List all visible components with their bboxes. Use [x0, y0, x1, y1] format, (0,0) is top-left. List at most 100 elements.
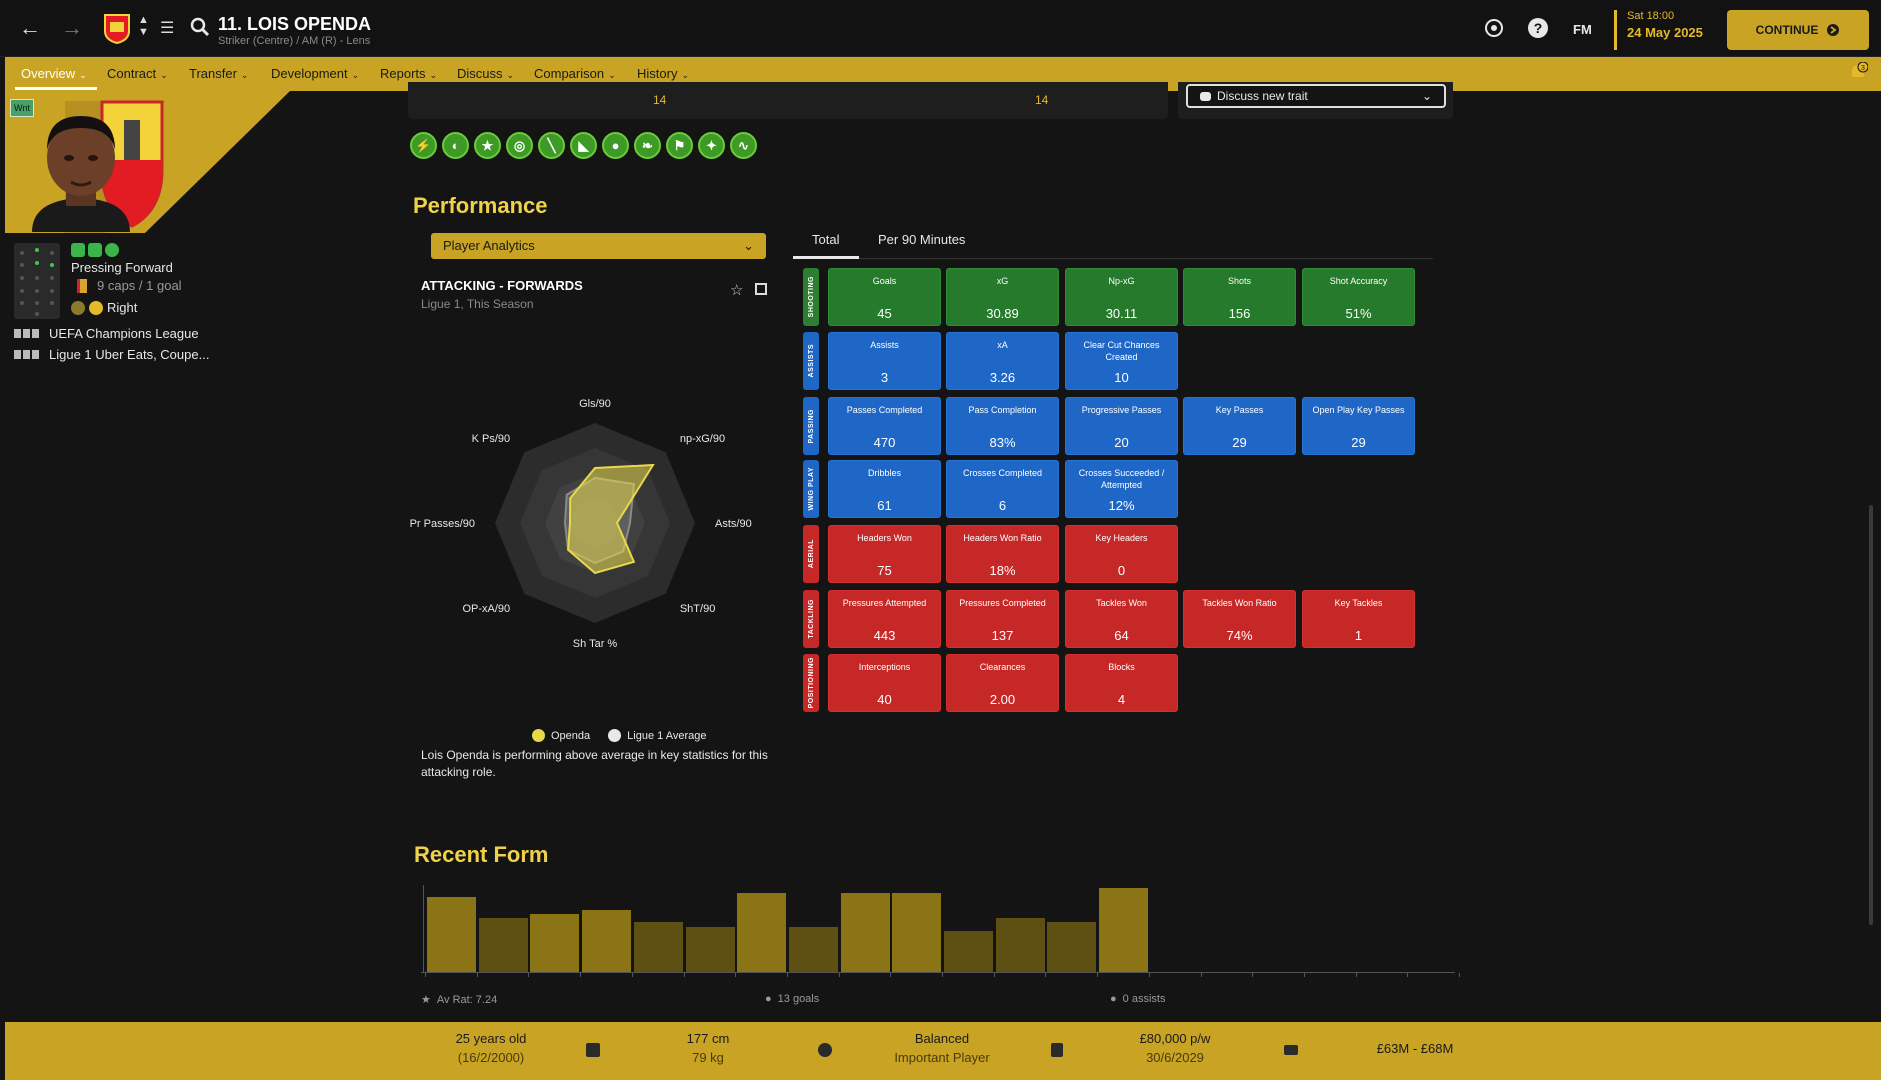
dribble-icon[interactable]: ◐ — [442, 132, 469, 159]
stat-tile[interactable]: Pressures Completed 137 — [946, 590, 1059, 648]
radar-axis-label: Pr Passes/90 — [410, 518, 475, 530]
stat-tile[interactable]: Pressures Attempted 443 — [828, 590, 941, 648]
stat-tile[interactable]: Clearances 2.00 — [946, 654, 1059, 712]
star-icon[interactable]: ★ — [474, 132, 501, 159]
analytics-dropdown[interactable]: Player Analytics ⌄ — [431, 233, 766, 259]
lightning-icon[interactable]: ⚡ — [410, 132, 437, 159]
player-role[interactable]: Pressing Forward — [71, 260, 173, 275]
form-bar[interactable] — [995, 918, 1045, 973]
stat-tile[interactable]: Open Play Key Passes 29 — [1302, 397, 1415, 455]
notification-icon[interactable]: 3 — [1848, 62, 1868, 82]
form-chart — [421, 880, 1460, 977]
category-label: PASSING — [803, 397, 819, 455]
tab-overview[interactable]: Overview ⌄ — [21, 66, 87, 81]
form-bar[interactable] — [944, 930, 993, 973]
forward-arrow-icon[interactable]: → — [61, 15, 83, 40]
stat-label: Clear Cut Chances Created — [1083, 340, 1160, 362]
stat-tile[interactable]: Crosses Succeeded / Attempted 12% — [1065, 460, 1178, 518]
stat-tile[interactable]: Passes Completed 470 — [828, 397, 941, 455]
stat-tile[interactable]: Shots 156 — [1183, 268, 1296, 326]
help-icon[interactable]: ? — [1527, 17, 1549, 39]
wave-icon[interactable]: ∿ — [730, 132, 757, 159]
form-bar[interactable] — [582, 909, 632, 973]
form-bar[interactable] — [840, 892, 890, 973]
back-arrow-icon[interactable]: ← — [19, 15, 41, 40]
boot-icon[interactable]: ╲ — [538, 132, 565, 159]
stat-tile[interactable]: Np-xG 30.11 — [1065, 268, 1178, 326]
stat-value: 137 — [991, 628, 1014, 643]
assists-count: ● 0 assists — [1110, 993, 1166, 1005]
menu-icon[interactable]: ☰ — [160, 20, 175, 37]
stat-tile[interactable]: Progressive Passes 20 — [1065, 397, 1178, 455]
scrollbar[interactable] — [1869, 505, 1873, 925]
form-axis-tick — [528, 973, 530, 977]
stat-value: 45 — [877, 306, 892, 321]
discuss-trait-dropdown[interactable]: Discuss new trait ⌄ — [1186, 84, 1446, 108]
stat-tile[interactable]: Key Headers 0 — [1065, 525, 1178, 583]
form-bar[interactable] — [1099, 888, 1149, 973]
radar-chart: Gls/90 np-xG/90 Asts/90 ShT/90 Sh Tar % OP-xA… — [410, 398, 752, 650]
stat-tile[interactable]: Pass Completion 83% — [946, 397, 1059, 455]
form-bar[interactable] — [737, 892, 787, 973]
stat-tile[interactable]: Clear Cut Chances Created 10 — [1065, 332, 1178, 390]
tab-comparison[interactable]: Comparison ⌄ — [534, 66, 616, 81]
svg-text:?: ? — [1534, 20, 1543, 36]
club-crest-icon[interactable] — [104, 14, 130, 44]
stat-tile[interactable]: Crosses Completed 6 — [946, 460, 1059, 518]
form-bar[interactable] — [1047, 922, 1097, 973]
form-bar[interactable] — [530, 913, 580, 973]
tab-contract[interactable]: Contract ⌄ — [107, 66, 168, 81]
stat-tile[interactable]: Dribbles 61 — [828, 460, 941, 518]
form-bar[interactable] — [892, 892, 942, 973]
form-bar[interactable] — [478, 918, 528, 973]
stat-value: 61 — [877, 498, 892, 513]
stat-tile[interactable]: Key Tackles 1 — [1302, 590, 1415, 648]
stat-tile[interactable]: Goals 45 — [828, 268, 941, 326]
tab-total[interactable]: Total — [812, 232, 840, 247]
tab-discuss[interactable]: Discuss ⌄ — [457, 66, 515, 81]
pass-icon[interactable]: ❧ — [634, 132, 661, 159]
football-icon[interactable] — [1483, 17, 1505, 39]
stat-tile[interactable]: Tackles Won 64 — [1065, 590, 1178, 648]
position-board[interactable] — [14, 243, 60, 319]
fm-logo[interactable]: FM — [1573, 22, 1592, 37]
search-icon[interactable] — [190, 17, 210, 37]
wanted-badge[interactable]: Wnt — [10, 99, 34, 117]
tab-history[interactable]: History ⌄ — [637, 66, 689, 81]
player-switch-icon[interactable]: ▲ ▼ — [138, 14, 149, 38]
flag-icon[interactable]: ⚑ — [666, 132, 693, 159]
form-bar[interactable] — [685, 926, 735, 973]
stat-tile[interactable]: Shot Accuracy 51% — [1302, 268, 1415, 326]
competition-item[interactable]: Ligue 1 Uber Eats, Coupe... — [14, 347, 209, 362]
form-bar[interactable] — [633, 922, 683, 973]
role-icons — [71, 243, 119, 257]
stat-tile[interactable]: xG 30.89 — [946, 268, 1059, 326]
radar-title: ATTACKING - FORWARDS — [421, 278, 583, 293]
expand-icon[interactable] — [755, 283, 767, 295]
stat-tile[interactable]: Interceptions 40 — [828, 654, 941, 712]
stat-tile[interactable]: Blocks 4 — [1065, 654, 1178, 712]
stat-tile[interactable]: xA 3.26 — [946, 332, 1059, 390]
star-icon[interactable]: ☆ — [730, 282, 744, 299]
head-icon[interactable]: ● — [602, 132, 629, 159]
stat-tile[interactable]: Headers Won 75 — [828, 525, 941, 583]
stat-tile[interactable]: Headers Won Ratio 18% — [946, 525, 1059, 583]
form-bar[interactable] — [427, 896, 476, 973]
attribute-strip — [408, 82, 1168, 119]
tab-development[interactable]: Development ⌄ — [271, 66, 360, 81]
competition-item[interactable]: UEFA Champions League — [14, 326, 199, 341]
stat-tile[interactable]: Key Passes 29 — [1183, 397, 1296, 455]
club-logo-large — [100, 100, 164, 228]
category-label: SHOOTING — [803, 268, 819, 326]
shot-icon[interactable]: ✦ — [698, 132, 725, 159]
slide-icon[interactable]: ◣ — [570, 132, 597, 159]
stat-tile[interactable]: Tackles Won Ratio 74% — [1183, 590, 1296, 648]
form-bar[interactable] — [788, 926, 838, 973]
target-icon[interactable]: ◎ — [506, 132, 533, 159]
tab-per-90[interactable]: Per 90 Minutes — [878, 232, 966, 247]
tab-transfer[interactable]: Transfer ⌄ — [189, 66, 249, 81]
continue-button[interactable]: CONTINUE — [1727, 10, 1869, 50]
attribute-value: 14 — [1035, 93, 1049, 107]
tab-reports[interactable]: Reports ⌄ — [380, 66, 438, 81]
stat-tile[interactable]: Assists 3 — [828, 332, 941, 390]
